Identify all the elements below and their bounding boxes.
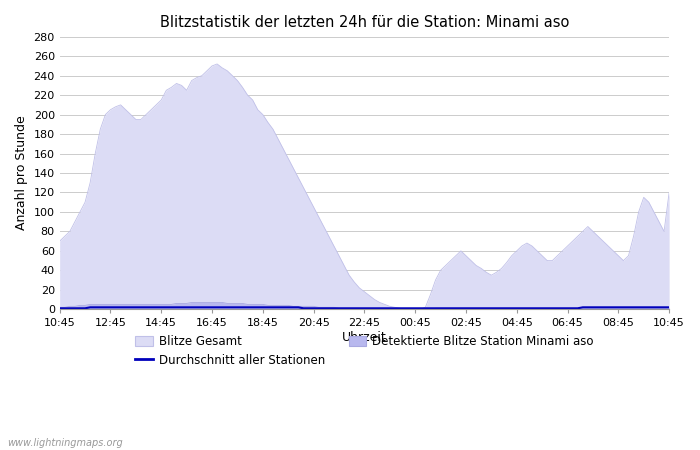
Text: www.lightningmaps.org: www.lightningmaps.org (7, 438, 122, 448)
X-axis label: Uhrzeit: Uhrzeit (342, 331, 387, 344)
Title: Blitzstatistik der letzten 24h für die Station: Minami aso: Blitzstatistik der letzten 24h für die S… (160, 15, 569, 30)
Y-axis label: Anzahl pro Stunde: Anzahl pro Stunde (15, 116, 28, 230)
Legend: Blitze Gesamt, Durchschnitt aller Stationen, Detektierte Blitze Station Minami a: Blitze Gesamt, Durchschnitt aller Statio… (130, 330, 598, 372)
